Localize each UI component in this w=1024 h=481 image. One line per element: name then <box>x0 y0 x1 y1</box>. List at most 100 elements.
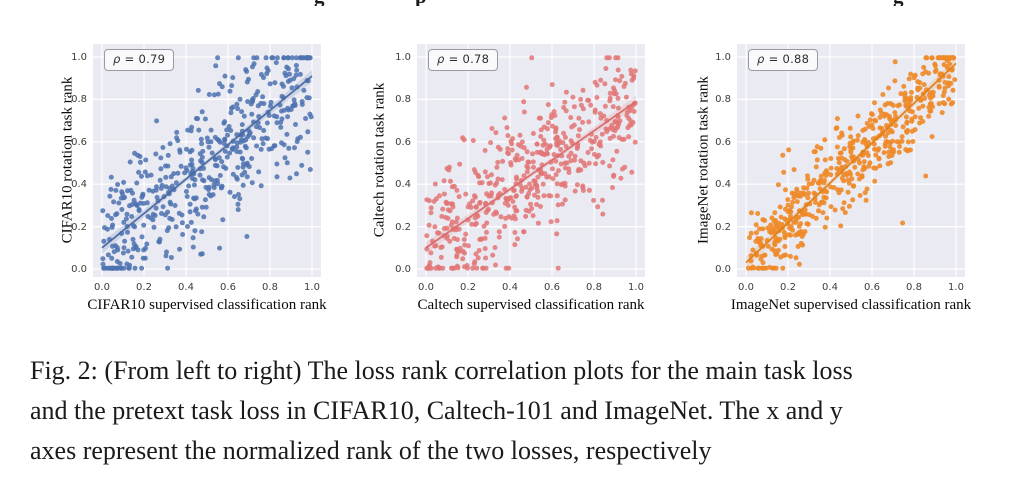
scatter-point <box>589 139 595 145</box>
scatter-point <box>448 178 453 184</box>
scatter-point <box>222 137 228 143</box>
scatter-point <box>263 55 269 61</box>
scatter-point <box>250 96 256 101</box>
scatter-point <box>551 152 557 157</box>
scatter-point <box>572 153 578 159</box>
scatter-point <box>892 59 898 65</box>
scatter-point <box>532 178 538 184</box>
scatter-point <box>502 187 508 192</box>
scatter-point <box>534 202 540 207</box>
scatter-point <box>115 265 121 271</box>
scatter-point <box>821 194 827 200</box>
scatter-point <box>578 102 584 108</box>
scatter-point <box>293 63 299 68</box>
scatter-point <box>249 111 255 117</box>
scatter-point <box>842 210 848 216</box>
scatter-point <box>846 180 852 186</box>
scatter-point <box>444 166 450 171</box>
scatter-point <box>483 255 489 261</box>
scatter-point <box>530 159 536 165</box>
scatter-point <box>886 139 892 145</box>
scatter-point <box>100 256 106 262</box>
scatter-point <box>812 149 818 155</box>
scatter-point <box>615 105 621 111</box>
scatter-point <box>483 210 489 215</box>
scatter-point <box>502 115 508 121</box>
scatter-point <box>889 129 895 135</box>
y-tick-label: 0.2 <box>395 221 411 233</box>
scatter-point <box>225 132 230 138</box>
scatter-point <box>572 157 578 163</box>
scatter-point <box>116 200 122 206</box>
scatter-point <box>904 119 910 125</box>
scatter-point <box>453 219 459 225</box>
scatter-point <box>600 159 606 165</box>
scatter-point <box>791 167 797 173</box>
scatter-point <box>924 55 930 61</box>
scatter-point <box>553 126 559 132</box>
scatter-point <box>163 163 168 169</box>
scatter-point <box>521 229 527 235</box>
scatter-point <box>476 174 482 180</box>
scatter-point <box>489 172 494 178</box>
scatter-point <box>189 147 195 153</box>
scatter-point <box>545 126 550 132</box>
scatter-point <box>500 158 506 164</box>
scatter-point <box>527 187 533 193</box>
scatter-point <box>901 83 907 89</box>
scatter-point <box>903 114 909 120</box>
y-tick-label: 0.8 <box>715 94 731 106</box>
scatter-point <box>586 160 592 166</box>
scatter-point <box>586 187 592 193</box>
scatter-point <box>545 102 551 108</box>
scatter-point <box>437 265 443 271</box>
scatter-point <box>597 111 603 117</box>
x-tick-label: 0.0 <box>94 282 110 293</box>
cropped-glyph: g <box>314 0 325 6</box>
scatter-point <box>299 102 305 107</box>
scatter-point <box>607 90 613 96</box>
scatter-point <box>223 165 229 171</box>
scatter-point <box>179 220 185 226</box>
scatter-point <box>554 181 560 187</box>
scatter-point <box>144 200 150 206</box>
scatter-point <box>798 221 804 227</box>
scatter-point <box>297 71 303 77</box>
scatter-point <box>936 101 942 107</box>
scatter-point <box>254 55 260 61</box>
scatter-point <box>180 232 186 237</box>
scatter-point <box>562 197 568 203</box>
scatter-point <box>114 211 120 217</box>
y-tick-label: 0.2 <box>71 221 87 233</box>
scatter-point <box>476 248 482 253</box>
caption-line-2: and the pretext task loss in CIFAR10, Ca… <box>30 396 843 425</box>
y-tick-label: 0.0 <box>71 264 87 275</box>
scatter-point <box>627 122 633 128</box>
scatter-point <box>580 183 586 189</box>
scatter-point <box>585 97 591 103</box>
scatter-point <box>618 175 624 181</box>
scatter-point <box>150 188 156 194</box>
scatter-point <box>745 265 751 271</box>
scatter-point <box>165 152 171 158</box>
scatter-point <box>217 245 223 251</box>
scatter-point <box>271 143 277 149</box>
scatter-point <box>175 138 181 144</box>
scatter-point <box>202 116 208 122</box>
scatter-point <box>553 172 559 178</box>
scatter-point <box>482 246 488 252</box>
scatter-point <box>525 159 531 165</box>
scatter-point <box>217 139 223 145</box>
scatter-point <box>550 176 556 182</box>
scatter-point <box>477 180 483 186</box>
scatter-point <box>619 73 625 79</box>
scatter-point <box>295 136 301 142</box>
scatter-point <box>772 238 778 244</box>
scatter-point <box>591 197 597 203</box>
scatter-point <box>279 116 285 122</box>
scatter-point <box>903 102 909 108</box>
scatter-point <box>779 222 785 227</box>
scatter-point <box>818 145 824 151</box>
scatter-point <box>805 173 810 179</box>
scatter-point <box>553 136 559 142</box>
